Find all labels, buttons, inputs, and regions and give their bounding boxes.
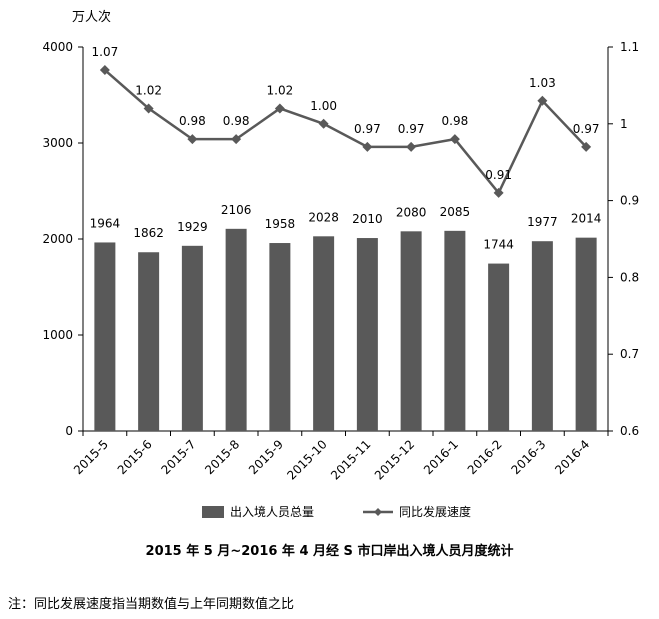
x-tick-label: 2015-10 [284, 437, 329, 482]
x-tick-label: 2015-8 [202, 437, 242, 477]
line-data-label: 0.97 [573, 122, 600, 136]
line-data-label: 1.02 [135, 83, 162, 97]
bar-data-label: 2106 [221, 203, 252, 217]
line-marker [274, 103, 285, 114]
y-tick-label: 3000 [42, 136, 73, 150]
legend-swatch-bar [202, 506, 224, 518]
line-data-label: 0.97 [398, 122, 425, 136]
bar [400, 231, 422, 431]
line-data-label: 0.91 [485, 168, 512, 182]
y-axis-title: 万人次 [72, 10, 112, 25]
y2-tick-label: 0.8 [620, 270, 639, 284]
bar-data-label: 2080 [396, 205, 427, 219]
y-tick-label: 2000 [42, 232, 73, 246]
bar-data-label: 1977 [527, 215, 558, 229]
bar-data-label: 2028 [308, 210, 339, 224]
x-tick-label: 2015-5 [71, 437, 111, 477]
line-marker [99, 65, 110, 76]
y2-tick-label: 0.9 [620, 194, 639, 208]
y-tick-label: 0 [65, 424, 73, 438]
line-marker [537, 95, 548, 106]
chart-title: 2015 年 5 月~2016 年 4 月经 S 市口岸出入境人员月度统计 [145, 544, 514, 559]
line-marker [449, 134, 460, 145]
x-tick-label: 2015-6 [115, 437, 155, 477]
legend-marker [374, 508, 382, 516]
bar-data-label: 1929 [177, 220, 208, 234]
line-data-label: 1.00 [310, 99, 337, 113]
y2-tick-label: 1 [620, 117, 628, 131]
bar [488, 263, 510, 431]
bar-data-label: 1744 [483, 238, 514, 252]
bar [94, 242, 116, 431]
line-data-label: 0.98 [223, 114, 250, 128]
legend-label: 出入境人员总量 [230, 504, 314, 519]
bar-data-label: 2014 [571, 212, 602, 226]
x-tick-label: 2015-12 [372, 437, 417, 482]
bar [181, 245, 203, 431]
bar-data-label: 2010 [352, 212, 383, 226]
x-tick-label: 2016-1 [421, 437, 461, 477]
legend-label: 同比发展速度 [399, 504, 471, 519]
line-data-label: 1.03 [529, 76, 556, 90]
line-data-label: 0.97 [354, 122, 381, 136]
bar [575, 237, 597, 431]
bar [444, 230, 466, 431]
footnote: 注：同比发展速度指当期数值与上年同期数值之比 [8, 597, 295, 612]
x-tick-label: 2016-2 [465, 437, 505, 477]
line-data-label: 1.07 [92, 45, 119, 59]
y-tick-label: 4000 [42, 40, 73, 54]
bar [269, 243, 291, 431]
line-marker [581, 141, 592, 152]
x-tick-label: 2016-3 [509, 437, 549, 477]
line-series [104, 69, 588, 196]
line-data-label: 0.98 [179, 114, 206, 128]
bar-data-label: 1964 [90, 216, 121, 230]
line-marker [493, 187, 504, 198]
line-marker [406, 141, 417, 152]
line-marker [231, 134, 242, 145]
bar [356, 238, 378, 431]
bar-data-label: 1958 [265, 217, 296, 231]
line-marker [318, 118, 329, 129]
line-marker [362, 141, 373, 152]
y2-tick-label: 1.1 [620, 40, 639, 54]
y2-tick-label: 0.6 [620, 424, 639, 438]
bar [531, 241, 553, 431]
bar-data-label: 2085 [440, 205, 471, 219]
x-tick-label: 2015-11 [328, 437, 373, 482]
line-marker [143, 103, 154, 114]
line-data-label: 0.98 [442, 114, 469, 128]
line-data-label: 1.02 [267, 83, 294, 97]
bar-data-label: 1862 [133, 226, 164, 240]
line-marker [187, 134, 198, 145]
x-tick-label: 2015-9 [246, 437, 286, 477]
x-tick-label: 2015-7 [159, 437, 199, 477]
x-tick-label: 2016-4 [552, 437, 592, 477]
bar [225, 228, 247, 431]
y2-tick-label: 0.7 [620, 347, 639, 361]
bar [313, 236, 335, 431]
y-tick-label: 1000 [42, 328, 73, 342]
bar [138, 252, 160, 431]
